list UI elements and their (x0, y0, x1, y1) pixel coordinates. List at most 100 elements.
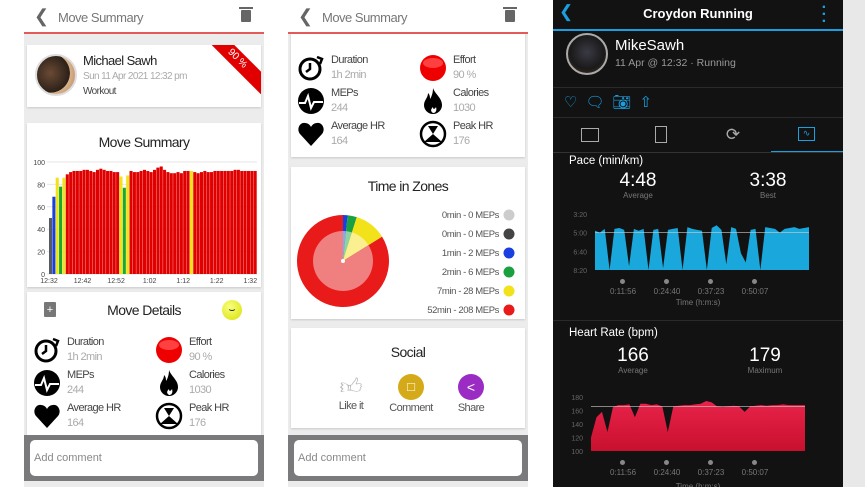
detail-peak-hr: Peak HR 176 (155, 402, 264, 434)
bar (129, 170, 133, 274)
chart-icon: ∿ (798, 127, 815, 141)
pace-average-label: Average (623, 191, 653, 200)
detail-value: 164 (67, 417, 84, 429)
add-comment-input[interactable] (294, 440, 522, 476)
bar (173, 173, 177, 274)
detail-label: Duration (67, 336, 104, 348)
bar (75, 170, 79, 274)
comment-icon[interactable]: 🗨︎ (585, 94, 613, 111)
bar (49, 218, 53, 274)
hr-max: 179 (749, 345, 781, 366)
add-note-icon[interactable]: + (44, 302, 56, 317)
legend-label: 7min - 28 MEPs (437, 286, 500, 297)
detail-label: Effort (453, 54, 476, 66)
detail-average-hr: Average HR 164 (297, 120, 407, 152)
clock-refresh-icon (297, 54, 325, 82)
legend-swatch (503, 247, 515, 259)
app-header: ❮ Move Summary (288, 0, 528, 34)
bar (139, 170, 143, 274)
bar (203, 170, 207, 274)
tab-overview[interactable] (553, 118, 625, 151)
bar (82, 169, 86, 274)
pie-slice-inner (343, 231, 352, 261)
add-photo-icon[interactable]: 📷︎ (612, 94, 640, 111)
move-details-card: + Move Details ⌣ Duration 1h 2min Effort 90… (27, 292, 261, 437)
heartbeat-icon (297, 87, 325, 115)
bar (216, 170, 220, 274)
move-summary-screen-1: ❮ Move Summary Michael Sawh Sun 11 Apr 2… (24, 0, 264, 487)
y-tick-label: 60 (37, 205, 45, 212)
y-tick-label: 8:20 (573, 268, 587, 275)
bar (193, 172, 197, 274)
bar (240, 170, 244, 274)
time-in-zones-card: Time in Zones 0min - 0 MEPs 0min - 0 MEPs… (291, 167, 525, 319)
bar (122, 187, 126, 274)
tab-stats[interactable] (625, 118, 697, 151)
x-tick-label: 12:32 (40, 278, 58, 285)
detail-value: 90 % (453, 69, 476, 81)
tab-charts[interactable]: ∿ (771, 118, 843, 153)
like-button[interactable]: 👍︎ Like it (331, 374, 371, 412)
bar (149, 172, 153, 274)
detail-label: Average HR (331, 120, 385, 132)
bar (250, 170, 254, 274)
detail-label: Peak HR (189, 402, 229, 414)
time-tick-dot (620, 460, 625, 465)
more-options-icon[interactable]: · · · (821, 0, 827, 30)
detail-peak-hr: Peak HR 176 (419, 120, 528, 152)
detail-meps: MEPs 244 (297, 87, 407, 119)
comment-bar (288, 435, 528, 481)
like-heart-icon[interactable]: ♡ (564, 94, 586, 111)
hourglass-icon (155, 402, 183, 430)
bar (206, 172, 210, 274)
legend-swatch (503, 209, 515, 221)
detail-average-hr: Average HR 164 (33, 402, 143, 434)
detail-value: 176 (189, 417, 206, 429)
back-chevron-icon[interactable]: ❮ (34, 6, 50, 26)
pace-section: Pace (min/km) 4:48 Average 3:38 Best 3:2… (553, 153, 843, 320)
bar (109, 170, 113, 274)
detail-effort: Effort 90 % (155, 336, 264, 368)
trash-icon[interactable] (503, 7, 517, 22)
bar (226, 170, 230, 274)
tab-laps[interactable]: ⟳ (697, 118, 769, 151)
legend-swatch (503, 304, 515, 316)
bar (72, 170, 76, 274)
time-in-zones-pie-chart: 0min - 0 MEPs 0min - 0 MEPs 1min - 2 MEPs 2… (297, 209, 515, 316)
legend-swatch (503, 228, 515, 240)
hr-average-label: Average (618, 366, 648, 375)
bar (199, 172, 204, 274)
comment-bubble-icon: □ (398, 374, 424, 400)
back-chevron-icon[interactable]: ❮ (298, 6, 314, 26)
time-tick-dot (664, 460, 669, 465)
x-tick-label: 1:12 (176, 278, 190, 285)
heart-icon (297, 120, 325, 148)
bar (55, 177, 59, 274)
heart-icon (33, 402, 61, 430)
share-icon[interactable]: ⇧ (639, 94, 661, 111)
add-comment-input[interactable] (30, 440, 258, 476)
detail-value: 244 (331, 102, 348, 114)
bar (183, 170, 187, 274)
comment-button[interactable]: □ Comment (387, 374, 435, 414)
bar (112, 172, 116, 274)
back-chevron-icon[interactable]: ❮ (559, 2, 574, 21)
bar (210, 172, 214, 274)
bar (213, 170, 217, 274)
bar (119, 176, 123, 274)
details-title: Move Details (107, 302, 181, 318)
legend-label: 1min - 2 MEPs (442, 248, 500, 259)
share-button[interactable]: < Share (451, 374, 491, 414)
detail-label: Average HR (67, 402, 121, 414)
effort-badge: 90 % (195, 45, 261, 101)
trash-icon[interactable] (239, 7, 253, 22)
activity-subtitle: 11 Apr @ 12:32 · Running (615, 57, 736, 69)
detail-calories: Calories 1030 (155, 369, 264, 401)
pace-best: 3:38 (749, 170, 787, 191)
time-tick-dot (708, 460, 713, 465)
bar (85, 169, 89, 274)
profile-card: Michael Sawh Sun 11 Apr 2021 12:32 pm Wo… (27, 45, 261, 107)
y-tick-label: 5:00 (573, 231, 587, 238)
legend-swatch (503, 285, 515, 297)
bar (196, 173, 200, 274)
